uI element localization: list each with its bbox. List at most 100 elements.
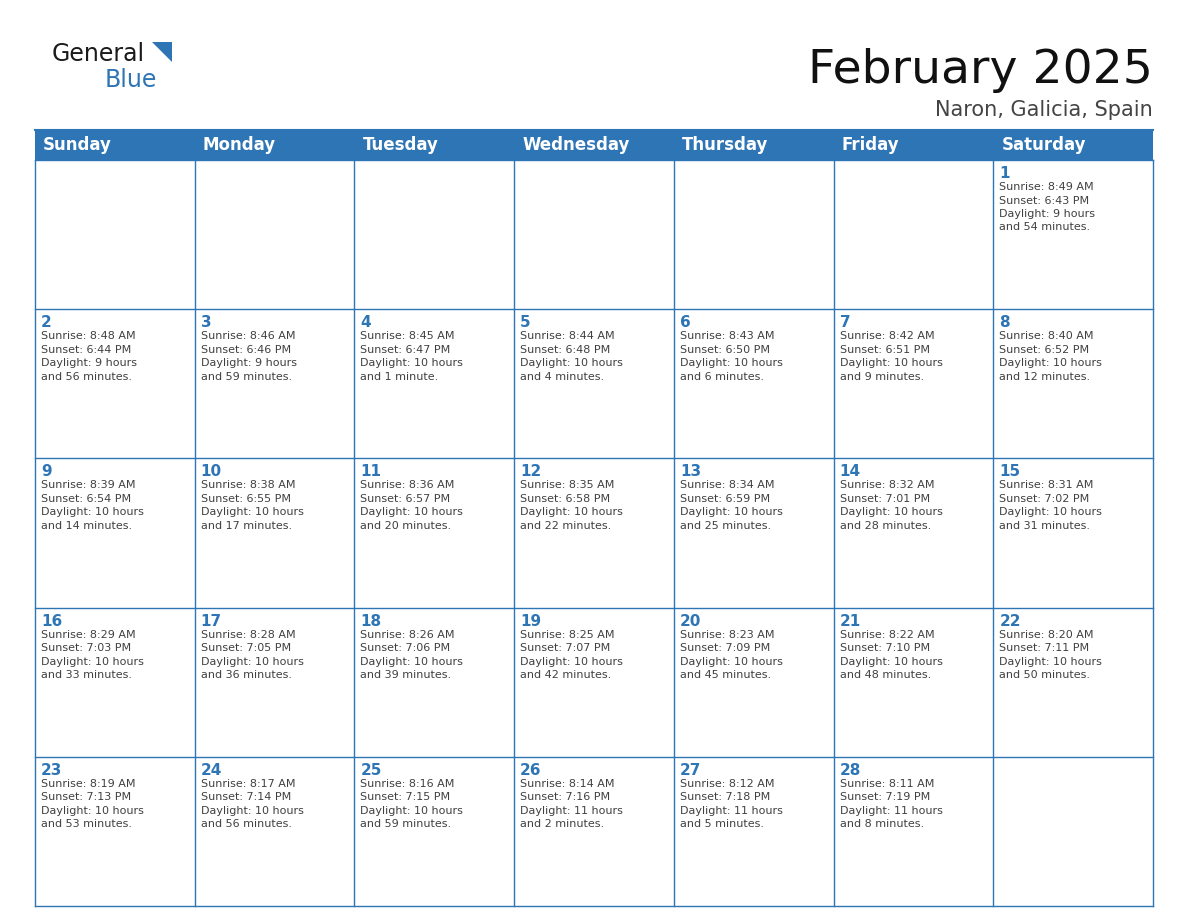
Text: Sunset: 7:18 PM: Sunset: 7:18 PM — [680, 792, 770, 802]
Text: Daylight: 10 hours: Daylight: 10 hours — [999, 656, 1102, 666]
Text: Daylight: 10 hours: Daylight: 10 hours — [999, 358, 1102, 368]
Text: 19: 19 — [520, 613, 542, 629]
Text: Sunset: 7:10 PM: Sunset: 7:10 PM — [840, 644, 930, 653]
Text: Sunset: 6:48 PM: Sunset: 6:48 PM — [520, 344, 611, 354]
Text: 21: 21 — [840, 613, 861, 629]
Text: Daylight: 9 hours: Daylight: 9 hours — [201, 358, 297, 368]
Text: Daylight: 11 hours: Daylight: 11 hours — [520, 806, 623, 816]
Text: Sunset: 7:14 PM: Sunset: 7:14 PM — [201, 792, 291, 802]
Text: 9: 9 — [42, 465, 51, 479]
Text: 18: 18 — [360, 613, 381, 629]
Text: Sunrise: 8:43 AM: Sunrise: 8:43 AM — [680, 331, 775, 341]
Text: and 9 minutes.: and 9 minutes. — [840, 372, 924, 382]
Text: Friday: Friday — [841, 136, 899, 154]
Text: Sunset: 6:55 PM: Sunset: 6:55 PM — [201, 494, 291, 504]
Text: Sunset: 7:09 PM: Sunset: 7:09 PM — [680, 644, 770, 653]
Text: Sunset: 7:19 PM: Sunset: 7:19 PM — [840, 792, 930, 802]
Text: Daylight: 10 hours: Daylight: 10 hours — [520, 358, 623, 368]
Text: Sunrise: 8:14 AM: Sunrise: 8:14 AM — [520, 778, 614, 789]
Text: Sunrise: 8:36 AM: Sunrise: 8:36 AM — [360, 480, 455, 490]
Text: 8: 8 — [999, 315, 1010, 330]
Text: Sunday: Sunday — [43, 136, 112, 154]
Text: Sunrise: 8:25 AM: Sunrise: 8:25 AM — [520, 630, 614, 640]
Text: Sunset: 6:58 PM: Sunset: 6:58 PM — [520, 494, 611, 504]
Text: Sunrise: 8:45 AM: Sunrise: 8:45 AM — [360, 331, 455, 341]
Text: Sunrise: 8:16 AM: Sunrise: 8:16 AM — [360, 778, 455, 789]
Text: 4: 4 — [360, 315, 371, 330]
Text: 17: 17 — [201, 613, 222, 629]
Text: Naron, Galicia, Spain: Naron, Galicia, Spain — [935, 100, 1154, 120]
Text: 24: 24 — [201, 763, 222, 778]
Text: Sunset: 7:13 PM: Sunset: 7:13 PM — [42, 792, 131, 802]
Text: February 2025: February 2025 — [808, 48, 1154, 93]
Text: Sunset: 7:07 PM: Sunset: 7:07 PM — [520, 644, 611, 653]
Text: Sunset: 6:51 PM: Sunset: 6:51 PM — [840, 344, 929, 354]
Text: Daylight: 10 hours: Daylight: 10 hours — [680, 656, 783, 666]
Text: Sunrise: 8:20 AM: Sunrise: 8:20 AM — [999, 630, 1094, 640]
Text: Saturday: Saturday — [1001, 136, 1086, 154]
Text: Daylight: 9 hours: Daylight: 9 hours — [999, 209, 1095, 219]
Text: Daylight: 10 hours: Daylight: 10 hours — [520, 508, 623, 518]
Text: Sunset: 7:03 PM: Sunset: 7:03 PM — [42, 644, 131, 653]
Text: and 14 minutes.: and 14 minutes. — [42, 521, 132, 531]
Text: Sunrise: 8:46 AM: Sunrise: 8:46 AM — [201, 331, 295, 341]
Text: and 31 minutes.: and 31 minutes. — [999, 521, 1091, 531]
Text: and 59 minutes.: and 59 minutes. — [360, 819, 451, 829]
Bar — [993, 130, 1154, 160]
Text: 15: 15 — [999, 465, 1020, 479]
Text: Daylight: 11 hours: Daylight: 11 hours — [840, 806, 942, 816]
Text: Daylight: 10 hours: Daylight: 10 hours — [680, 358, 783, 368]
Text: and 59 minutes.: and 59 minutes. — [201, 372, 292, 382]
Text: Daylight: 10 hours: Daylight: 10 hours — [999, 508, 1102, 518]
Text: Sunset: 6:46 PM: Sunset: 6:46 PM — [201, 344, 291, 354]
Text: and 2 minutes.: and 2 minutes. — [520, 819, 605, 829]
Text: 14: 14 — [840, 465, 860, 479]
Text: Sunset: 6:54 PM: Sunset: 6:54 PM — [42, 494, 131, 504]
Text: and 42 minutes.: and 42 minutes. — [520, 670, 612, 680]
Text: and 20 minutes.: and 20 minutes. — [360, 521, 451, 531]
Text: and 54 minutes.: and 54 minutes. — [999, 222, 1091, 232]
Text: Daylight: 10 hours: Daylight: 10 hours — [42, 508, 144, 518]
Text: Sunrise: 8:23 AM: Sunrise: 8:23 AM — [680, 630, 775, 640]
Text: Daylight: 10 hours: Daylight: 10 hours — [520, 656, 623, 666]
Text: Tuesday: Tuesday — [362, 136, 438, 154]
Text: Blue: Blue — [105, 68, 157, 92]
Text: and 22 minutes.: and 22 minutes. — [520, 521, 612, 531]
Text: Daylight: 10 hours: Daylight: 10 hours — [360, 358, 463, 368]
Text: Sunrise: 8:12 AM: Sunrise: 8:12 AM — [680, 778, 775, 789]
Text: and 17 minutes.: and 17 minutes. — [201, 521, 292, 531]
Bar — [34, 130, 195, 160]
Text: 26: 26 — [520, 763, 542, 778]
Text: Sunrise: 8:44 AM: Sunrise: 8:44 AM — [520, 331, 614, 341]
Text: Sunrise: 8:48 AM: Sunrise: 8:48 AM — [42, 331, 135, 341]
Text: Daylight: 10 hours: Daylight: 10 hours — [42, 806, 144, 816]
Text: and 48 minutes.: and 48 minutes. — [840, 670, 931, 680]
Text: Daylight: 10 hours: Daylight: 10 hours — [840, 358, 942, 368]
Text: Sunrise: 8:26 AM: Sunrise: 8:26 AM — [360, 630, 455, 640]
Text: and 33 minutes.: and 33 minutes. — [42, 670, 132, 680]
Text: 20: 20 — [680, 613, 701, 629]
Text: 22: 22 — [999, 613, 1020, 629]
Text: Sunset: 7:01 PM: Sunset: 7:01 PM — [840, 494, 930, 504]
Text: Sunset: 7:16 PM: Sunset: 7:16 PM — [520, 792, 611, 802]
Text: and 50 minutes.: and 50 minutes. — [999, 670, 1091, 680]
Text: and 8 minutes.: and 8 minutes. — [840, 819, 924, 829]
Bar — [674, 130, 834, 160]
Text: 28: 28 — [840, 763, 861, 778]
Text: and 39 minutes.: and 39 minutes. — [360, 670, 451, 680]
Text: 16: 16 — [42, 613, 62, 629]
Text: Daylight: 10 hours: Daylight: 10 hours — [840, 508, 942, 518]
Text: Sunrise: 8:34 AM: Sunrise: 8:34 AM — [680, 480, 775, 490]
Text: 3: 3 — [201, 315, 211, 330]
Text: 7: 7 — [840, 315, 851, 330]
Text: Daylight: 10 hours: Daylight: 10 hours — [360, 806, 463, 816]
Bar — [195, 130, 354, 160]
Text: and 28 minutes.: and 28 minutes. — [840, 521, 931, 531]
Text: and 4 minutes.: and 4 minutes. — [520, 372, 605, 382]
Text: Daylight: 10 hours: Daylight: 10 hours — [201, 656, 304, 666]
Text: Daylight: 9 hours: Daylight: 9 hours — [42, 358, 137, 368]
Text: and 53 minutes.: and 53 minutes. — [42, 819, 132, 829]
Text: and 6 minutes.: and 6 minutes. — [680, 372, 764, 382]
Text: Daylight: 10 hours: Daylight: 10 hours — [680, 508, 783, 518]
Text: Sunrise: 8:29 AM: Sunrise: 8:29 AM — [42, 630, 135, 640]
